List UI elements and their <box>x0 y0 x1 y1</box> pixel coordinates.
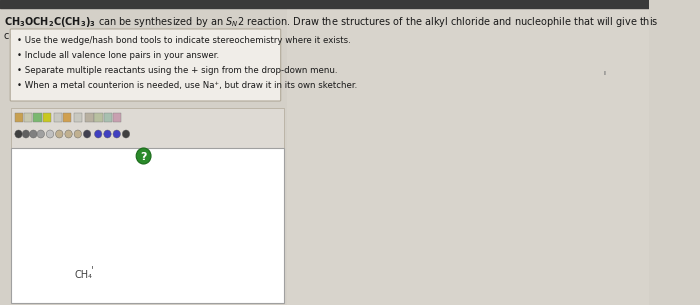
Text: $\mathbf{CH_3OCH_2C(CH_3)_3}$ can be synthesized by an $S_N$2 reaction. Draw the: $\mathbf{CH_3OCH_2C(CH_3)_3}$ can be syn… <box>4 15 658 41</box>
Bar <box>54 113 62 122</box>
Bar <box>113 113 121 122</box>
Circle shape <box>46 130 54 138</box>
Bar <box>74 113 83 122</box>
Bar <box>11 108 284 148</box>
Bar <box>94 113 103 122</box>
Circle shape <box>74 130 81 138</box>
Text: ': ' <box>602 70 606 84</box>
Text: • Use the wedge/hash bond tools to indicate stereochemistry where it exists.: • Use the wedge/hash bond tools to indic… <box>17 36 351 45</box>
Circle shape <box>55 130 63 138</box>
Circle shape <box>29 130 37 138</box>
Circle shape <box>104 130 111 138</box>
Bar <box>15 113 23 122</box>
Bar <box>85 113 94 122</box>
Circle shape <box>94 130 102 138</box>
Circle shape <box>22 130 29 138</box>
FancyBboxPatch shape <box>10 29 281 101</box>
Text: • Separate multiple reactants using the + sign from the drop-down menu.: • Separate multiple reactants using the … <box>17 66 337 75</box>
Text: CH₄: CH₄ <box>74 270 92 280</box>
Bar <box>11 148 284 303</box>
Bar <box>0 0 648 8</box>
Bar <box>34 113 42 122</box>
Circle shape <box>136 148 151 164</box>
Text: • When a metal counterion is needed, use Na⁺, but draw it in its own sketcher.: • When a metal counterion is needed, use… <box>17 81 357 90</box>
Circle shape <box>15 130 22 138</box>
Circle shape <box>122 130 130 138</box>
Bar <box>63 113 71 122</box>
Text: • Include all valence lone pairs in your answer.: • Include all valence lone pairs in your… <box>17 51 219 60</box>
Text: ?: ? <box>140 152 147 162</box>
Circle shape <box>37 130 45 138</box>
Bar <box>104 113 112 122</box>
Bar <box>287 8 648 305</box>
Bar <box>24 113 32 122</box>
Circle shape <box>65 130 72 138</box>
Text: ': ' <box>91 265 94 275</box>
Bar <box>43 113 51 122</box>
Circle shape <box>83 130 91 138</box>
Circle shape <box>113 130 120 138</box>
